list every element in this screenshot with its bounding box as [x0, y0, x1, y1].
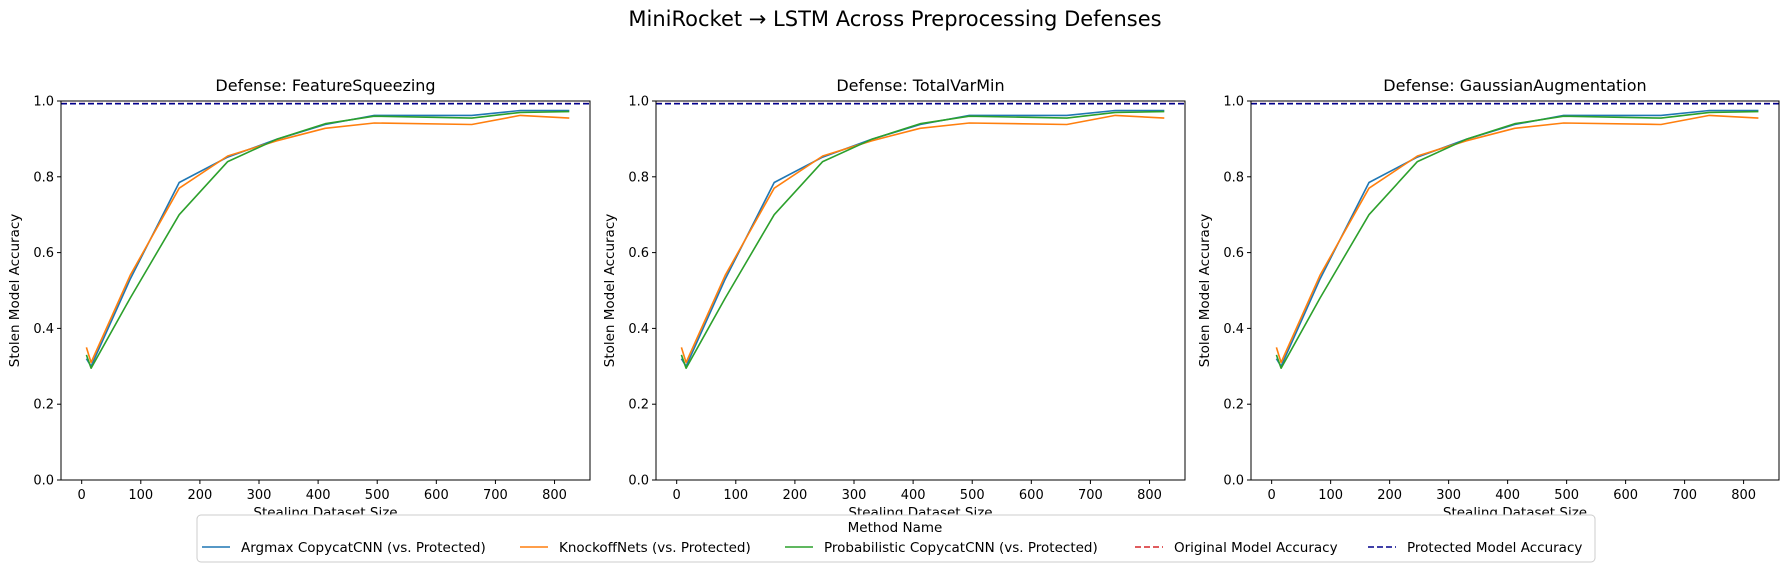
series-line-argmax-copycatcnn-vs-protected [680, 109, 1165, 368]
y-tick-label: 0.8 [1223, 170, 1244, 185]
series-line-knockoffnets-vs-protected [1275, 114, 1759, 364]
x-tick-label: 800 [1731, 488, 1756, 503]
legend-entry-probabilistic-copycatcnn-vs-protected: Probabilistic CopycatCNN (vs. Protected) [785, 540, 1098, 556]
legend-label: Probabilistic CopycatCNN (vs. Protected) [824, 540, 1098, 556]
x-tick-label: 700 [1078, 488, 1103, 503]
y-tick-label: 0.0 [628, 474, 649, 489]
x-tick-label: 200 [187, 488, 212, 503]
x-tick-label: 300 [247, 488, 272, 503]
series-line-probabilistic-copycatcnn-vs-protected [1275, 110, 1759, 370]
x-tick-label: 300 [1436, 488, 1461, 503]
y-tick-label: 1.0 [628, 95, 649, 110]
y-axis-label: Stolen Model Accuracy [7, 214, 23, 367]
x-tick-label: 0 [673, 488, 681, 503]
series-line-argmax-copycatcnn-vs-protected [85, 109, 570, 368]
x-tick-label: 600 [1613, 488, 1638, 503]
x-tick-label: 100 [128, 488, 153, 503]
y-tick-label: 1.0 [33, 95, 54, 110]
legend-entries: Argmax CopycatCNN (vs. Protected) Knockof… [202, 540, 1582, 556]
y-tick-label: 0.4 [33, 322, 54, 337]
x-tick-label: 400 [306, 488, 331, 503]
x-tick-label: 800 [1137, 488, 1162, 503]
series-line-argmax-copycatcnn-vs-protected [1275, 109, 1759, 368]
series-line-probabilistic-copycatcnn-vs-protected [85, 110, 570, 370]
y-tick-label: 0.4 [628, 322, 649, 337]
subplot-title: Defense: GaussianAugmentation [1383, 76, 1646, 95]
figure-title: MiniRocket → LSTM Across Preprocessing D… [628, 7, 1161, 31]
x-tick-label: 400 [1495, 488, 1520, 503]
y-tick-label: 0.0 [33, 474, 54, 489]
legend-entry-knockoffnets-vs-protected: KnockoffNets (vs. Protected) [520, 540, 751, 556]
x-tick-label: 800 [542, 488, 567, 503]
legend: Method Name Argmax CopycatCNN (vs. Prote… [196, 514, 1596, 563]
legend-entry-protected-model-accuracy: Protected Model Accuracy [1368, 540, 1582, 556]
series-line-knockoffnets-vs-protected [680, 114, 1165, 364]
legend-frame [196, 514, 1596, 563]
legend-label: Protected Model Accuracy [1407, 540, 1582, 556]
y-tick-label: 0.2 [628, 398, 649, 413]
y-tick-label: 1.0 [1223, 95, 1244, 110]
legend-label: Original Model Accuracy [1174, 540, 1338, 556]
x-tick-label: 500 [1554, 488, 1579, 503]
x-tick-label: 200 [782, 488, 807, 503]
subplot-title: Defense: FeatureSqueezing [215, 76, 435, 95]
x-tick-label: 400 [901, 488, 926, 503]
subplot-title: Defense: TotalVarMin [836, 76, 1004, 95]
x-tick-label: 100 [723, 488, 748, 503]
legend-entry-argmax-copycatcnn-vs-protected: Argmax CopycatCNN (vs. Protected) [202, 540, 486, 556]
legend-label: Argmax CopycatCNN (vs. Protected) [241, 540, 486, 556]
legend-entry-original-model-accuracy: Original Model Accuracy [1135, 540, 1338, 556]
plot-frame [1250, 100, 1780, 481]
y-tick-label: 0.6 [628, 246, 649, 261]
y-tick-label: 0.4 [1223, 322, 1244, 337]
y-axis-label: Stolen Model Accuracy [1197, 214, 1213, 367]
x-tick-label: 0 [78, 488, 86, 503]
x-tick-label: 500 [960, 488, 985, 503]
y-tick-label: 0.2 [33, 398, 54, 413]
x-tick-label: 200 [1377, 488, 1402, 503]
x-tick-label: 700 [483, 488, 508, 503]
x-tick-label: 0 [1268, 488, 1276, 503]
x-tick-label: 600 [1019, 488, 1044, 503]
legend-label: KnockoffNets (vs. Protected) [559, 540, 751, 556]
x-tick-label: 500 [365, 488, 390, 503]
y-tick-label: 0.6 [1223, 246, 1244, 261]
plot-frame [60, 100, 591, 481]
legend-title: Method Name [848, 520, 943, 536]
x-tick-label: 700 [1672, 488, 1697, 503]
x-tick-label: 300 [842, 488, 867, 503]
series-line-probabilistic-copycatcnn-vs-protected [680, 110, 1165, 370]
x-tick-label: 600 [424, 488, 449, 503]
y-tick-label: 0.8 [628, 170, 649, 185]
x-tick-label: 100 [1318, 488, 1343, 503]
y-axis-label: Stolen Model Accuracy [602, 214, 618, 367]
series-line-knockoffnets-vs-protected [85, 114, 570, 364]
y-tick-label: 0.0 [1223, 474, 1244, 489]
y-tick-label: 0.6 [33, 246, 54, 261]
y-tick-label: 0.2 [1223, 398, 1244, 413]
plot-frame [655, 100, 1186, 481]
y-tick-label: 0.8 [33, 170, 54, 185]
